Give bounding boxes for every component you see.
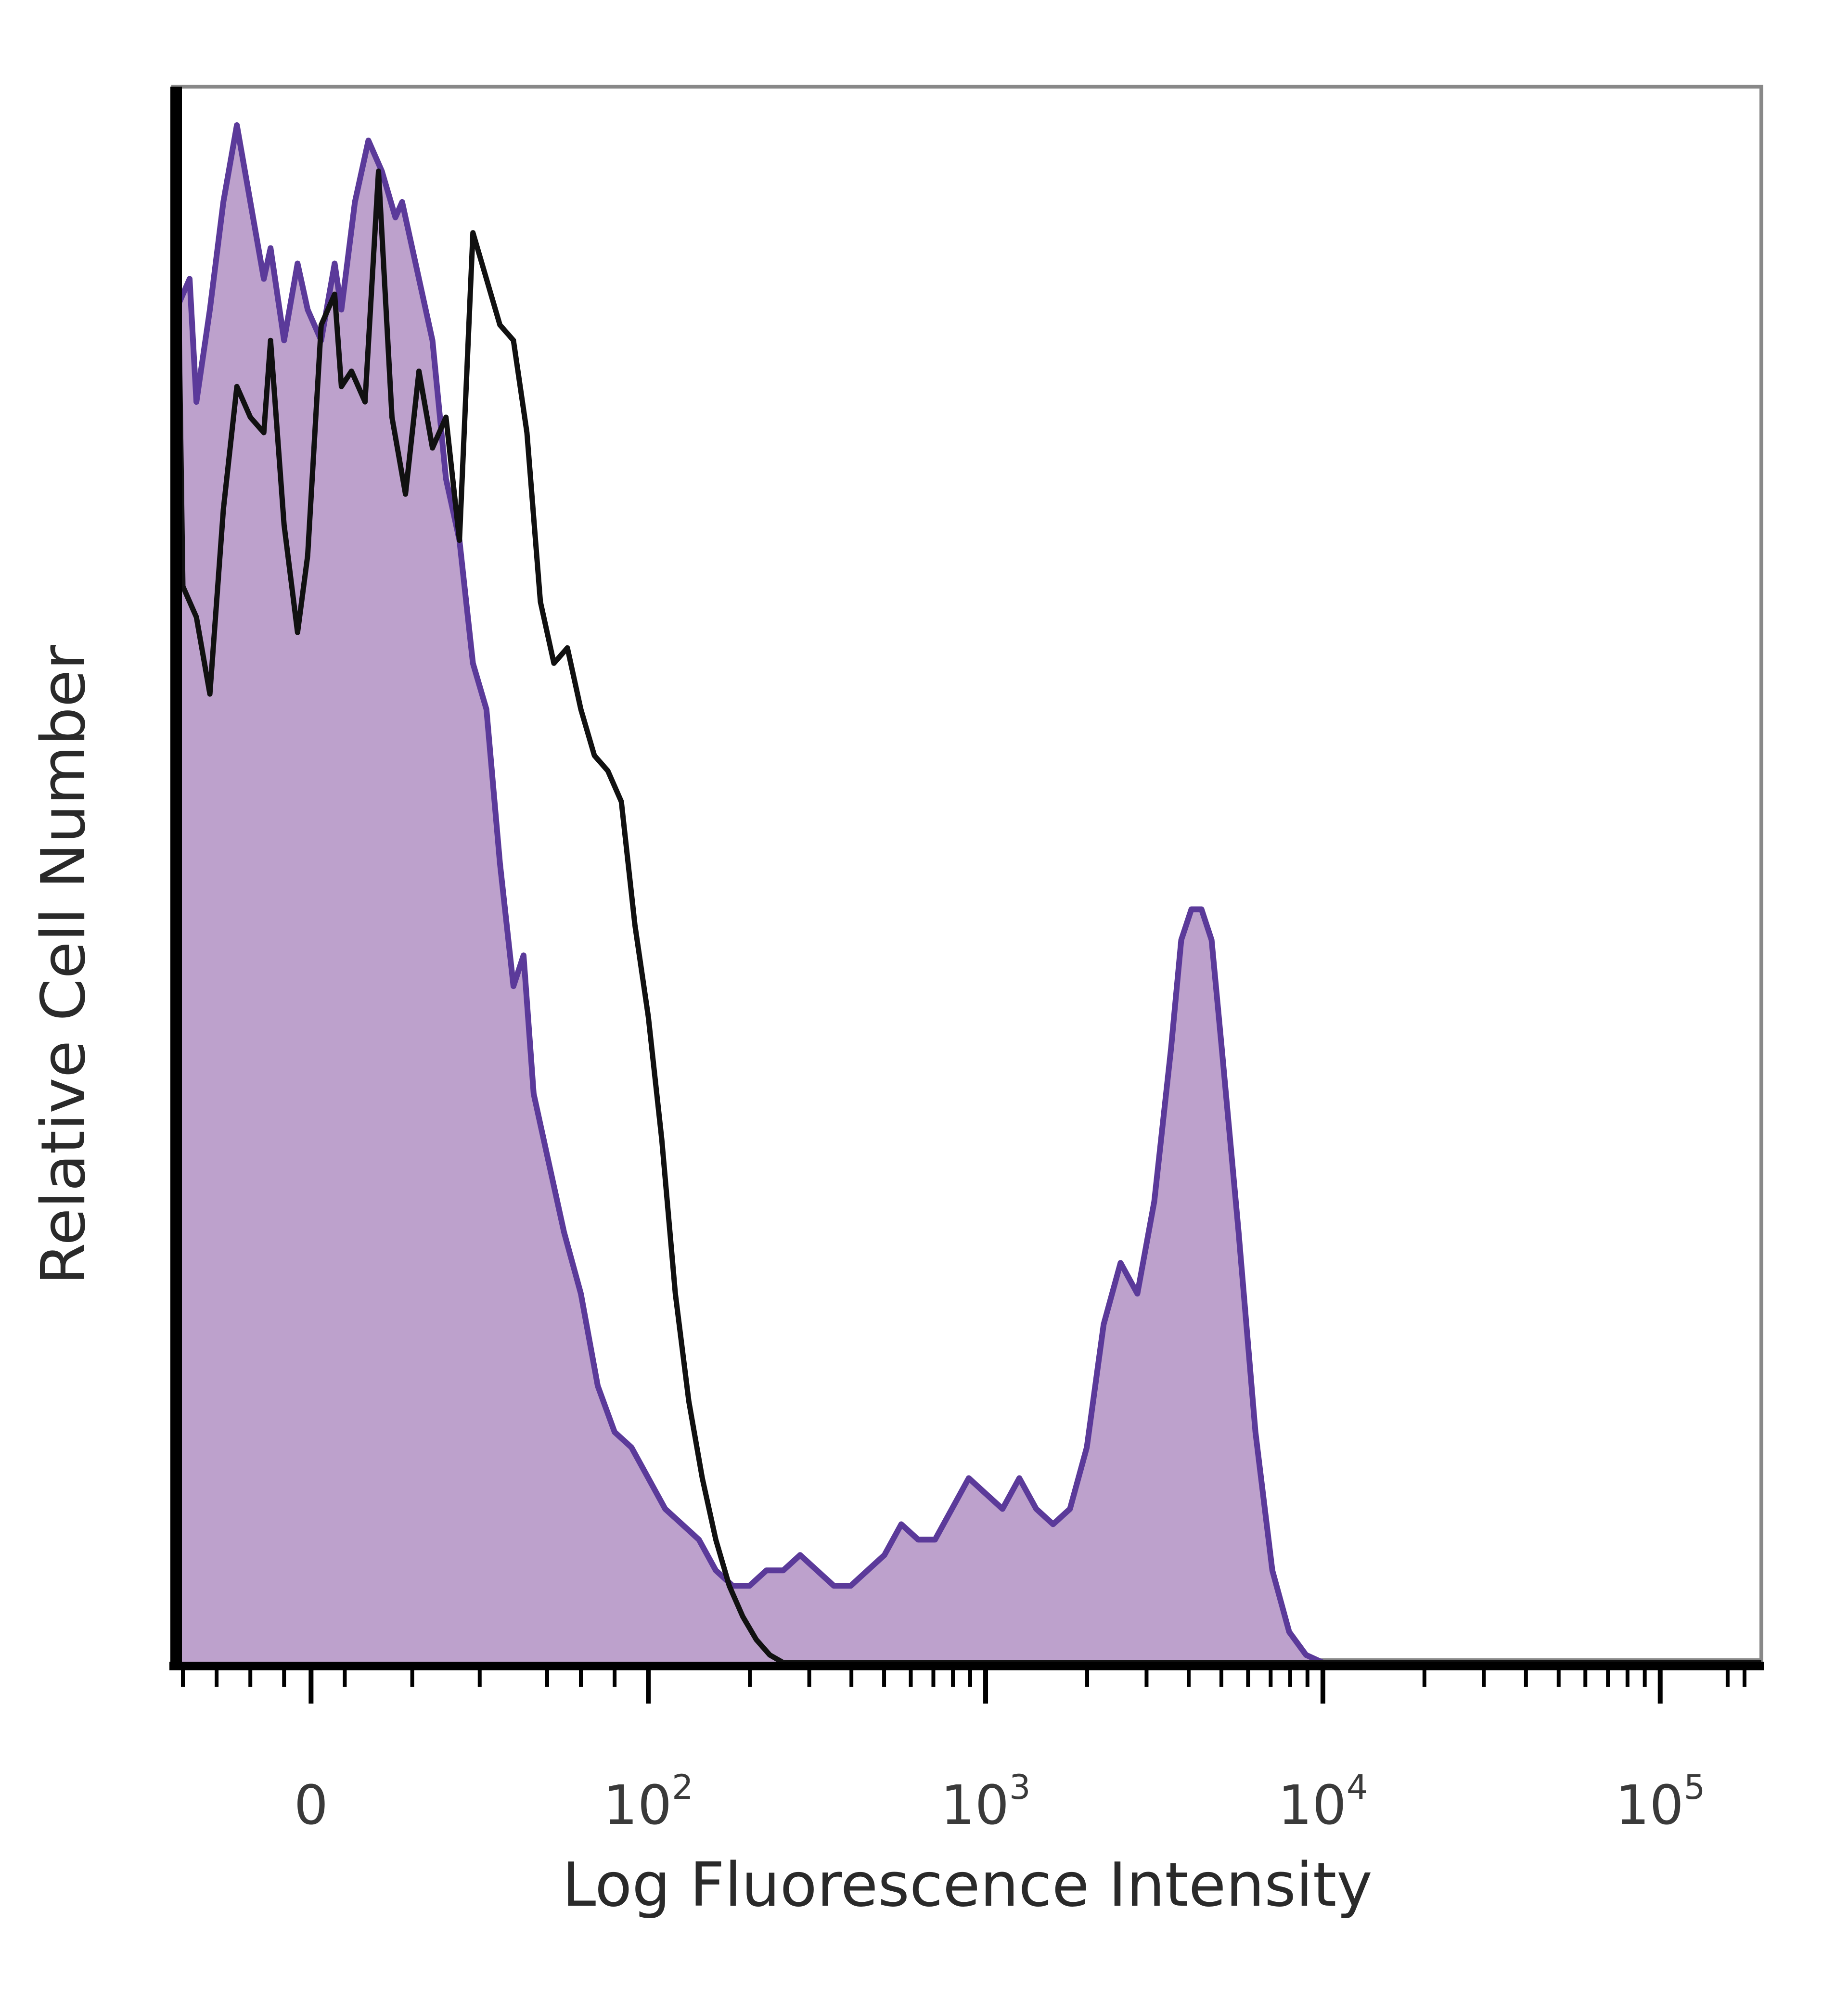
- isotype-control-histogram-line: [173, 125, 1761, 1666]
- x-tick-labels: 0 102 103 104 105: [294, 1768, 1706, 1837]
- y-axis-title: Relative Cell Number: [28, 645, 99, 1285]
- x-tick-label: 105: [1615, 1768, 1705, 1837]
- x-tick-label: 104: [1278, 1768, 1368, 1837]
- x-tick-label: 103: [941, 1768, 1031, 1837]
- x-axis-title: Log Fluorescence Intensity: [562, 1849, 1373, 1920]
- stained-histogram-line: [173, 122, 1761, 1666]
- x-tick-marks: [181, 1666, 1746, 1704]
- stained-histogram-fill: [176, 125, 1761, 1663]
- x-tick-label: 0: [294, 1774, 328, 1837]
- x-tick-label: 102: [603, 1768, 693, 1837]
